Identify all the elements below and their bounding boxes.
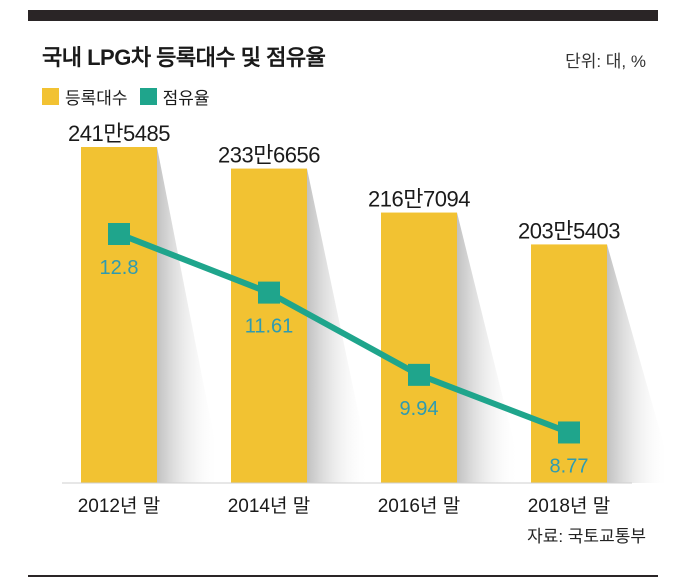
share-point <box>258 281 280 304</box>
bar-shadows <box>157 147 669 484</box>
bottom-border-rule <box>28 575 658 577</box>
unit-label: 단위: 대, % <box>565 52 646 71</box>
share-value-label: 9.94 <box>400 398 439 420</box>
bar-shadow <box>607 244 669 483</box>
bar <box>81 147 157 483</box>
bar-shadow <box>157 147 219 483</box>
share-point <box>408 363 430 386</box>
share-point <box>558 421 580 444</box>
bar-shadow <box>307 168 369 484</box>
x-tick-label: 2018년 말 <box>528 495 611 517</box>
bar-value-label: 233만6656 <box>218 143 320 168</box>
legend-swatch-share <box>139 88 157 105</box>
share-line-path <box>117 231 571 436</box>
bar-value-label: 203만5403 <box>518 218 620 243</box>
source-note: 자료: 국토교통부 <box>527 527 646 546</box>
bar <box>531 244 607 483</box>
legend-label-share: 점유율 <box>162 89 210 108</box>
share-line: 12.8 11.61 9.94 8.77 <box>100 223 589 477</box>
share-value-label: 11.61 <box>245 316 294 338</box>
legend: 등록대수 점유율 <box>42 84 221 109</box>
share-value-label: 8.77 <box>550 455 589 477</box>
legend-item-share: 점유율 <box>139 84 210 109</box>
bar <box>381 212 457 484</box>
share-point <box>108 223 130 245</box>
bar-value-label: 241만5485 <box>68 121 170 146</box>
bar-shadow <box>457 212 519 484</box>
legend-item-registrations: 등록대수 <box>42 84 128 109</box>
bar <box>231 168 307 484</box>
x-tick-label: 2016년 말 <box>378 495 461 517</box>
bar-value-label: 216만7094 <box>368 187 470 212</box>
share-value-label: 12.8 <box>100 257 139 279</box>
bars <box>81 147 607 484</box>
legend-swatch-registrations <box>42 88 59 105</box>
x-tick-label: 2014년 말 <box>228 495 311 517</box>
bar-value-labels: 241만5485 233만6656 216만7094 203만5403 <box>68 121 621 243</box>
top-border-bar <box>28 10 658 21</box>
legend-label-registrations: 등록대수 <box>65 89 128 108</box>
chart-title: 국내 LPG차 등록대수 및 점유율 <box>42 45 326 70</box>
x-tick-labels: 2012년 말 2014년 말 2016년 말 2018년 말 <box>78 495 611 517</box>
x-tick-label: 2012년 말 <box>78 495 161 517</box>
